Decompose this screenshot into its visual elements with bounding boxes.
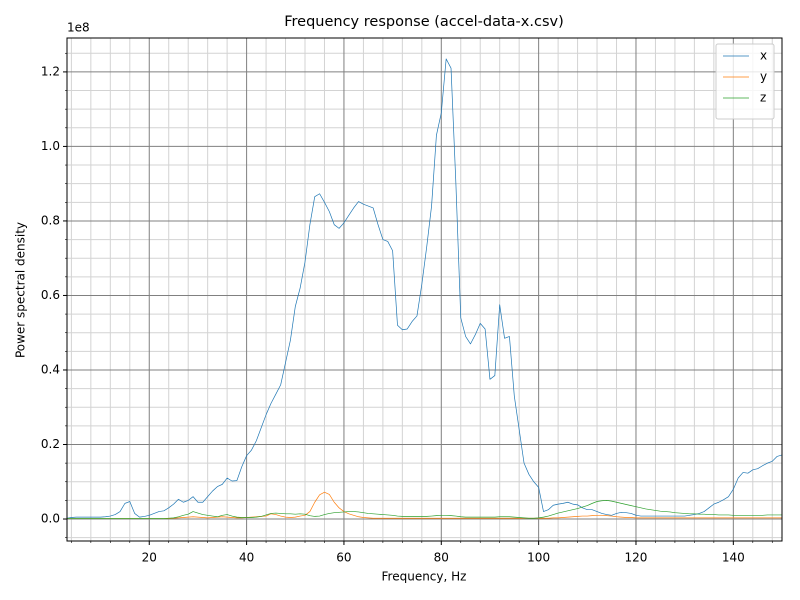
x-tick-label: 120: [625, 551, 648, 565]
y-axis-label: Power spectral density: [14, 222, 28, 358]
x-tick-label: 100: [527, 551, 550, 565]
y-tick-label: 0.0: [41, 512, 60, 526]
legend: xyz: [715, 43, 775, 120]
series-line: [67, 491, 782, 519]
legend-label: y: [760, 70, 767, 84]
series-line: [67, 500, 782, 519]
x-tick-label: 20: [142, 551, 157, 565]
x-tick-label: 80: [434, 551, 449, 565]
x-tick-label: 140: [722, 551, 745, 565]
legend-box: [715, 43, 775, 120]
legend-label: x: [760, 49, 767, 63]
plot-area: [67, 58, 782, 519]
x-tick-label: 40: [239, 551, 254, 565]
chart-title: Frequency response (accel-data-x.csv): [284, 14, 564, 30]
grid: [67, 38, 782, 541]
y-offset-text: 1e8: [67, 21, 90, 35]
x-tick-label: 60: [336, 551, 351, 565]
y-tick-label: 0.6: [41, 288, 60, 302]
y-tick-label: 0.4: [41, 362, 60, 376]
series-line: [67, 58, 782, 519]
x-axis-label: Frequency, Hz: [382, 570, 467, 584]
legend-label: z: [760, 91, 766, 105]
axes-frame: [66, 37, 783, 542]
y-tick-label: 0.2: [41, 437, 60, 451]
ticks: 20 40 60 80 100 120 140 0.0 0.2 0.4 0.6 0.8 1.0 1.2: [41, 52, 773, 565]
y-tick-label: 1.2: [41, 64, 60, 78]
y-tick-label: 0.8: [41, 213, 60, 227]
y-tick-label: 1.0: [41, 139, 60, 153]
